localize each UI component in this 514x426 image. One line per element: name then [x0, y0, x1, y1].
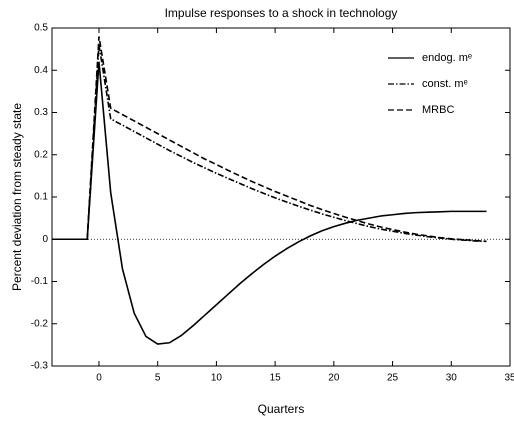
y-tick-label: -0.2: [31, 318, 49, 329]
x-tick-label: 5: [155, 373, 161, 384]
legend-label: const. mᵉ: [422, 78, 468, 90]
chart-title: Impulse responses to a shock in technolo…: [165, 6, 398, 20]
series-line: [52, 36, 487, 243]
series-line: [52, 61, 487, 345]
y-tick-label: -0.1: [31, 276, 49, 287]
x-axis-label: Quarters: [258, 402, 305, 416]
y-tick-label: 0.2: [34, 149, 48, 160]
x-tick-label: 35: [504, 373, 514, 384]
x-tick-label: 25: [387, 373, 399, 384]
x-tick-label: 30: [446, 373, 458, 384]
x-tick-label: 15: [270, 373, 282, 384]
x-tick-label: 10: [211, 373, 223, 384]
y-tick-label: 0: [42, 234, 48, 245]
y-tick-label: 0.5: [34, 23, 48, 34]
y-tick-label: 0.3: [34, 107, 48, 118]
y-axis-label: Percent deviation from steady state: [10, 103, 24, 291]
x-tick-label: 20: [328, 373, 340, 384]
legend-label: endog. mᵉ: [422, 52, 472, 64]
y-tick-label: -0.3: [31, 361, 49, 372]
y-tick-label: 0.4: [34, 65, 48, 76]
y-tick-label: 0.1: [34, 192, 48, 203]
x-tick-label: 0: [96, 373, 102, 384]
legend-label: MRBC: [422, 104, 454, 116]
